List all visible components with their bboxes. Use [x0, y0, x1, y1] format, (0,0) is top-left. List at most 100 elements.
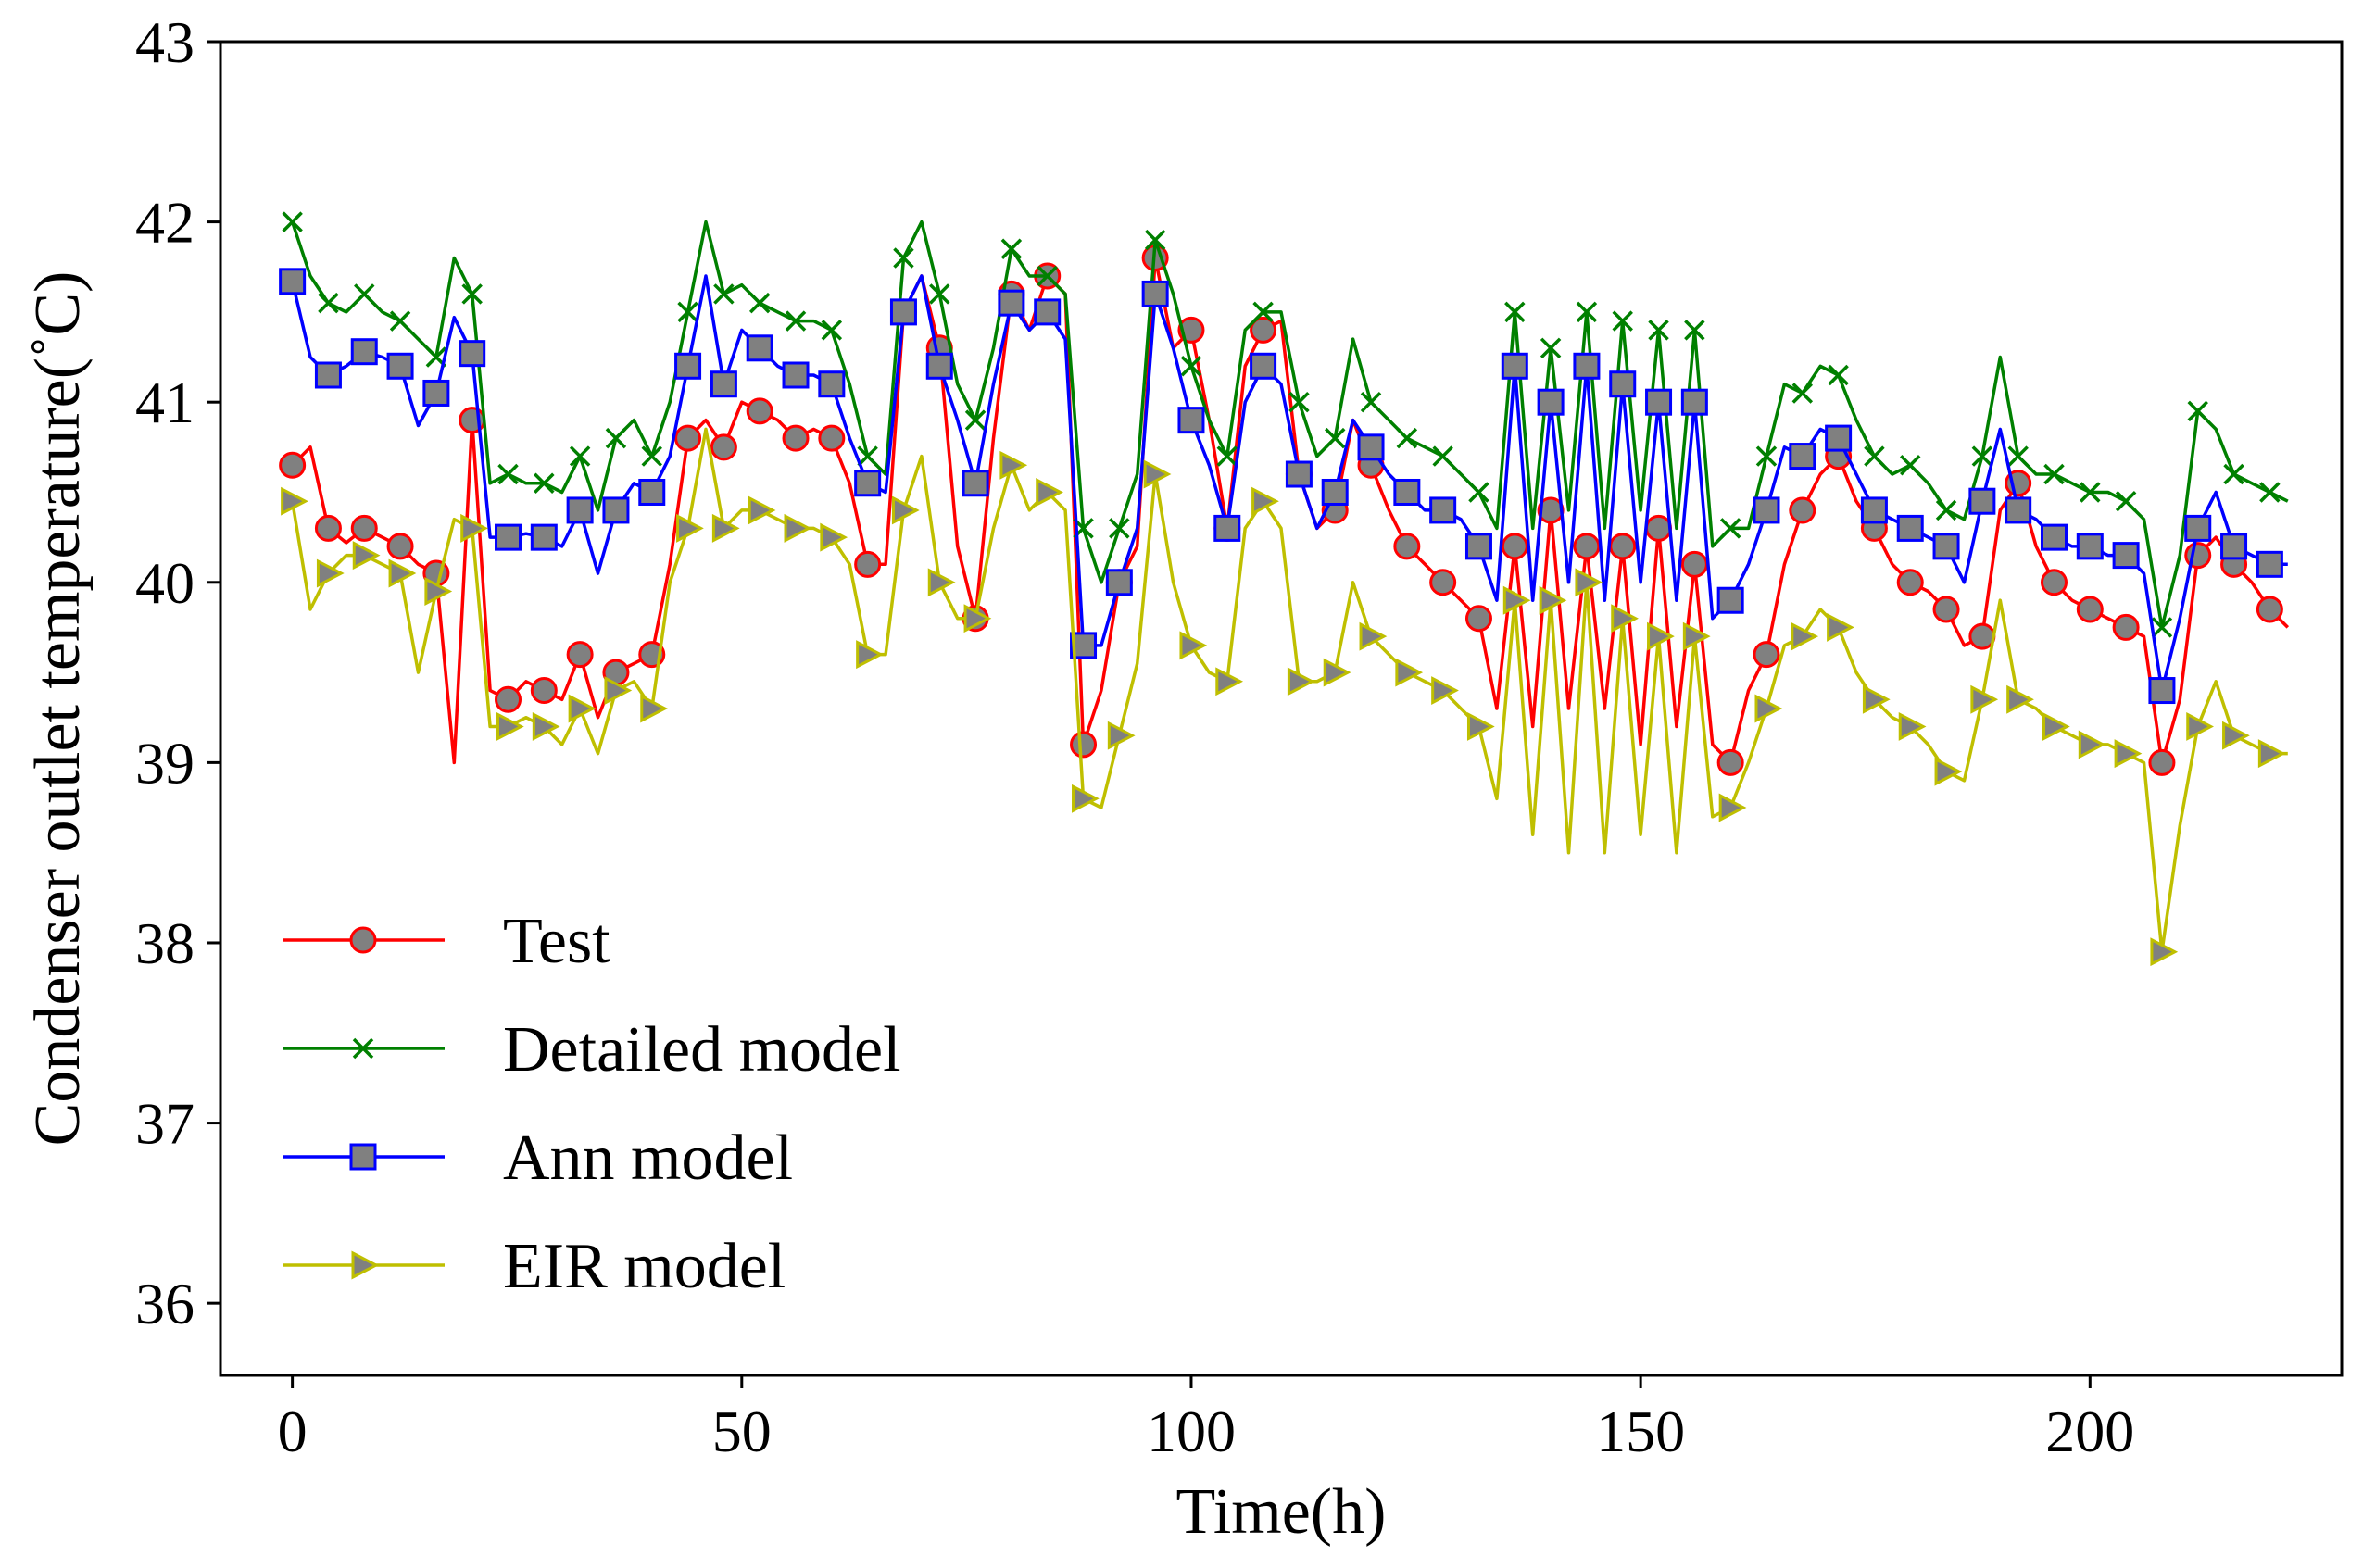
x-tick-label: 0	[278, 1399, 308, 1464]
series-line	[290, 274, 2288, 693]
data-point	[1105, 569, 1133, 596]
x-tick-label: 200	[2045, 1399, 2134, 1464]
data-point	[1215, 667, 1244, 696]
data-point	[1789, 443, 1816, 470]
data-point	[566, 641, 594, 669]
series-2	[279, 268, 2288, 705]
data-point	[1900, 455, 1921, 476]
data-point	[497, 463, 519, 485]
data-point	[1429, 496, 1457, 524]
legend-label: Test	[503, 906, 610, 977]
data-point	[1109, 518, 1130, 539]
data-point	[1864, 445, 1885, 467]
data-point	[1611, 604, 1639, 633]
y-tick-label: 40	[135, 550, 195, 616]
data-point	[1070, 731, 1098, 759]
data-point	[889, 298, 917, 326]
data-point	[1180, 356, 1202, 377]
data-point	[1896, 514, 1924, 542]
y-tick-label: 39	[135, 730, 195, 796]
data-point	[424, 577, 453, 606]
data-point	[748, 495, 776, 525]
data-point	[314, 514, 342, 542]
data-point	[925, 352, 953, 380]
data-point	[386, 352, 414, 380]
data-point	[2115, 490, 2137, 512]
data-point	[1036, 478, 1063, 507]
data-point	[1359, 621, 1388, 651]
data-point	[566, 496, 594, 524]
data-point	[1898, 711, 1927, 741]
data-point	[1718, 793, 1747, 822]
data-point	[1287, 667, 1315, 696]
data-point	[854, 470, 882, 497]
data-point	[964, 409, 987, 431]
y-axis-ticks: 36 37 38 39 40 41 42 43	[135, 9, 220, 1336]
data-point	[496, 711, 524, 741]
data-point	[2043, 463, 2065, 485]
data-point	[352, 541, 381, 571]
data-point	[605, 427, 627, 449]
data-point	[2006, 684, 2034, 714]
legend-label: Ann model	[503, 1123, 793, 1194]
data-point	[1502, 585, 1531, 615]
data-point	[2148, 677, 2176, 705]
data-point	[2112, 613, 2140, 641]
data-point	[422, 379, 450, 407]
series-3	[281, 427, 2288, 967]
data-point	[1464, 605, 1492, 633]
data-point	[388, 558, 417, 588]
data-point	[1825, 424, 1853, 452]
legend: Test Detailed model Ann model EIR model	[283, 906, 901, 1302]
y-tick-label: 42	[135, 190, 195, 256]
data-point	[604, 676, 633, 706]
y-tick-label: 37	[135, 1091, 195, 1157]
data-point	[1501, 533, 1528, 560]
series-0	[279, 245, 2290, 776]
data-point	[2257, 739, 2286, 769]
data-point	[1501, 352, 1528, 380]
data-point	[1680, 388, 1708, 416]
data-point	[1716, 748, 1744, 776]
data-point	[2256, 550, 2283, 578]
x-axis-ticks: 0 50 100 150 200	[278, 1375, 2134, 1464]
data-point	[314, 361, 342, 389]
legend-item: Detailed model	[283, 1014, 901, 1085]
data-point	[782, 361, 810, 389]
data-point	[389, 310, 411, 332]
data-point	[350, 514, 378, 542]
data-point	[2076, 533, 2104, 560]
data-point	[495, 685, 522, 713]
data-point	[638, 478, 666, 506]
data-point	[818, 370, 846, 398]
data-point	[1395, 658, 1424, 687]
data-point	[854, 550, 882, 578]
data-point	[2186, 711, 2214, 741]
data-point	[1000, 238, 1023, 260]
data-point	[1250, 316, 1277, 344]
data-point	[1141, 280, 1169, 307]
data-point	[2076, 596, 2104, 623]
data-point	[1323, 658, 1351, 687]
data-point	[1466, 711, 1495, 741]
data-point	[1573, 352, 1601, 380]
data-point	[674, 352, 702, 380]
data-point	[534, 472, 555, 494]
data-point	[1288, 391, 1310, 413]
data-point	[1037, 265, 1058, 287]
data-point	[1393, 478, 1421, 506]
x-tick-label: 50	[712, 1399, 772, 1464]
data-point	[1393, 533, 1421, 560]
data-point	[2114, 739, 2143, 769]
data-point	[1862, 684, 1891, 714]
data-point	[495, 523, 522, 551]
data-point	[1968, 487, 1996, 515]
series-layer	[279, 211, 2290, 967]
data-point	[279, 451, 307, 479]
data-point	[1179, 631, 1208, 660]
data-point	[1360, 391, 1382, 413]
data-point	[1753, 496, 1780, 524]
y-tick-label: 43	[135, 9, 195, 75]
data-point	[1971, 445, 1993, 467]
data-point	[929, 283, 950, 305]
